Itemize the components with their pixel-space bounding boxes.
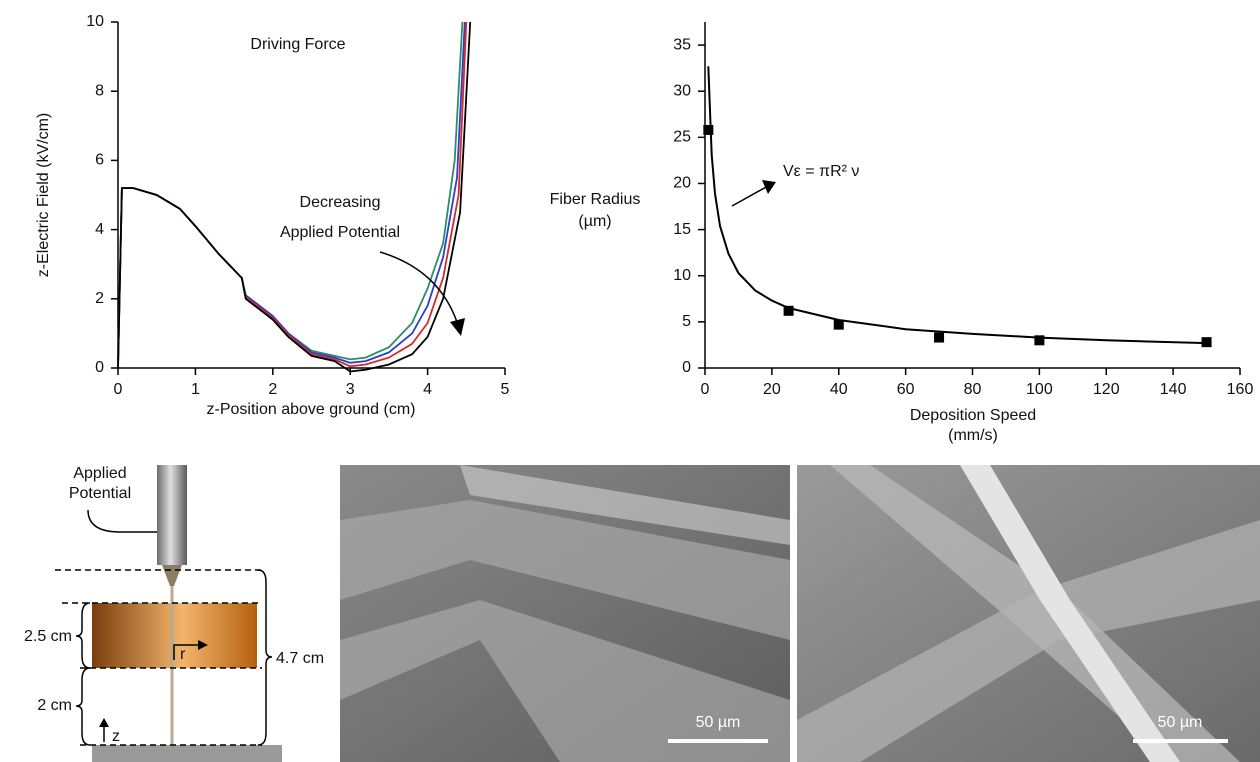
diagram: Applied Potential 2.5 cm 2 cm 4.7 cm r z — [24, 465, 324, 762]
x-axis-label: (mm/s) — [948, 427, 998, 444]
ground — [92, 745, 282, 762]
label: Potential — [69, 485, 131, 502]
line — [118, 22, 466, 368]
needle — [157, 465, 187, 565]
label: r — [180, 646, 186, 663]
brace — [76, 668, 90, 745]
x-tick-label: 20 — [763, 381, 781, 398]
leader — [88, 510, 162, 532]
x-tick-label: 3 — [346, 381, 355, 398]
label: Applied — [73, 465, 126, 482]
y-axis-label: (µm) — [578, 213, 611, 230]
tip — [162, 565, 182, 586]
y-tick-label: 2 — [95, 290, 104, 307]
x-tick-label: 0 — [701, 381, 710, 398]
x-tick-label: 0 — [114, 381, 123, 398]
brace — [76, 603, 90, 668]
annotation: Applied Potential — [280, 224, 400, 241]
x-axis-label: Deposition Speed — [910, 407, 1036, 424]
arrowhead — [450, 318, 465, 336]
point — [1202, 337, 1212, 347]
y-tick-label: 8 — [95, 82, 104, 99]
arrowhead — [99, 718, 109, 727]
y-tick-label: 25 — [673, 129, 691, 146]
x-tick-label: 160 — [1227, 381, 1254, 398]
y-tick-label: 0 — [682, 359, 691, 376]
y-tick-label: 6 — [95, 152, 104, 169]
y-tick-label: 35 — [673, 36, 691, 53]
line — [118, 22, 470, 372]
x-tick-label: 100 — [1026, 381, 1053, 398]
x-tick-label: 5 — [501, 381, 510, 398]
chart-title: Driving Force — [250, 36, 345, 53]
y-tick-label: 10 — [86, 13, 104, 30]
y-tick-label: 20 — [673, 175, 691, 192]
x-tick-label: 2 — [268, 381, 277, 398]
label: 2.5 cm — [24, 628, 72, 645]
arrowhead — [762, 180, 776, 194]
line — [118, 22, 465, 368]
point — [834, 320, 844, 330]
scale-label: 50 µm — [696, 714, 741, 731]
divider — [790, 465, 797, 762]
field-chart: 0 1 2 3 4 5 0 2 4 6 8 10 Driving Force z-Position abo… — [35, 13, 509, 418]
line — [118, 22, 462, 368]
point — [1034, 335, 1044, 345]
x-tick-label: 4 — [423, 381, 432, 398]
annotation: Vε = πR² ν — [783, 163, 859, 180]
x-tick-label: 1 — [191, 381, 200, 398]
point — [784, 306, 794, 316]
sem-image: 50 µm — [797, 465, 1260, 762]
label: 2 cm — [37, 697, 72, 714]
figure: 0 1 2 3 4 5 0 2 4 6 8 10 Driving Force z-Position abo… — [0, 0, 1260, 762]
point — [703, 125, 713, 135]
fit-line — [708, 66, 1206, 343]
y-tick-label: 30 — [673, 82, 691, 99]
y-tick-label: 5 — [682, 313, 691, 330]
x-tick-label: 60 — [897, 381, 915, 398]
scale-label: 50 µm — [1158, 714, 1203, 731]
y-tick-label: 0 — [95, 359, 104, 376]
x-tick-label: 120 — [1093, 381, 1120, 398]
point — [934, 333, 944, 343]
label: 4.7 cm — [276, 650, 324, 667]
sem-image: 50 µm — [340, 465, 790, 762]
x-axis-label: z-Position above ground (cm) — [207, 401, 416, 418]
y-tick-label: 15 — [673, 221, 691, 238]
annotation: Decreasing — [300, 194, 381, 211]
radius-chart: 0 20 40 60 80 100 120 140 160 0 5 10 15 20 25 30 35 Depos… — [550, 22, 1254, 444]
x-tick-label: 40 — [830, 381, 848, 398]
y-tick-label: 10 — [673, 267, 691, 284]
x-tick-label: 80 — [964, 381, 982, 398]
y-tick-label: 4 — [95, 221, 104, 238]
arrow — [732, 186, 768, 206]
label: z — [112, 728, 120, 745]
x-tick-label: 140 — [1160, 381, 1187, 398]
y-axis-label: z-Electric Field (kV/cm) — [35, 113, 52, 277]
y-axis-label: Fiber Radius — [550, 191, 641, 208]
brace — [258, 570, 272, 745]
